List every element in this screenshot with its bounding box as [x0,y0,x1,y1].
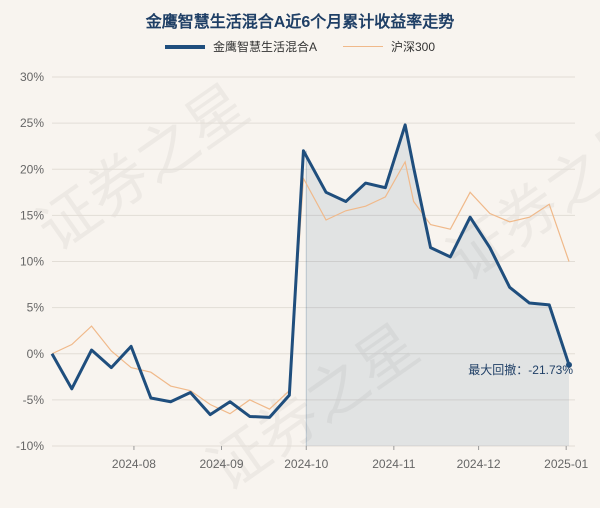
series-end-point [566,361,572,368]
y-tick-label: 20% [20,162,44,176]
y-tick-label: 15% [20,208,44,222]
x-tick-label: 2024-12 [457,457,501,471]
x-tick-label: 2024-10 [284,457,328,471]
chart-legend: 金鹰智慧生活混合A 沪深300 [0,38,600,55]
y-tick-label: -10% [16,439,44,453]
y-tick-label: 30% [20,70,44,84]
line-chart: -10% -5% 0% 5% 10% 15% 20% 25% 30% 2024-08 2024-09… [16,70,589,471]
series-line-fund [50,123,571,419]
y-tick-label: -5% [23,393,45,407]
x-tick-label: 2024-09 [199,457,243,471]
legend-swatch-index [342,46,383,47]
legend-item-index: 沪深300 [342,38,436,55]
y-tick-label: 0% [27,347,45,361]
x-tick-label: 2024-08 [112,457,156,471]
drawdown-area [306,124,569,446]
legend-label-index: 沪深300 [390,40,436,54]
y-tick-label: 25% [20,116,44,130]
y-tick-label: 5% [27,301,45,315]
max-drawdown-annotation: 最大回撤：-21.73% [468,362,573,377]
legend-label-fund: 金鹰智慧生活混合A [212,40,317,54]
legend-item-fund: 金鹰智慧生活混合A [164,38,317,55]
legend-swatch-fund [164,44,205,49]
y-tick-label: 10% [20,255,44,269]
x-tick-label: 2025-01 [544,457,588,471]
x-tick-label: 2024-11 [372,457,415,471]
chart-title: 金鹰智慧生活混合A近6个月累计收益率走势 [145,14,455,31]
